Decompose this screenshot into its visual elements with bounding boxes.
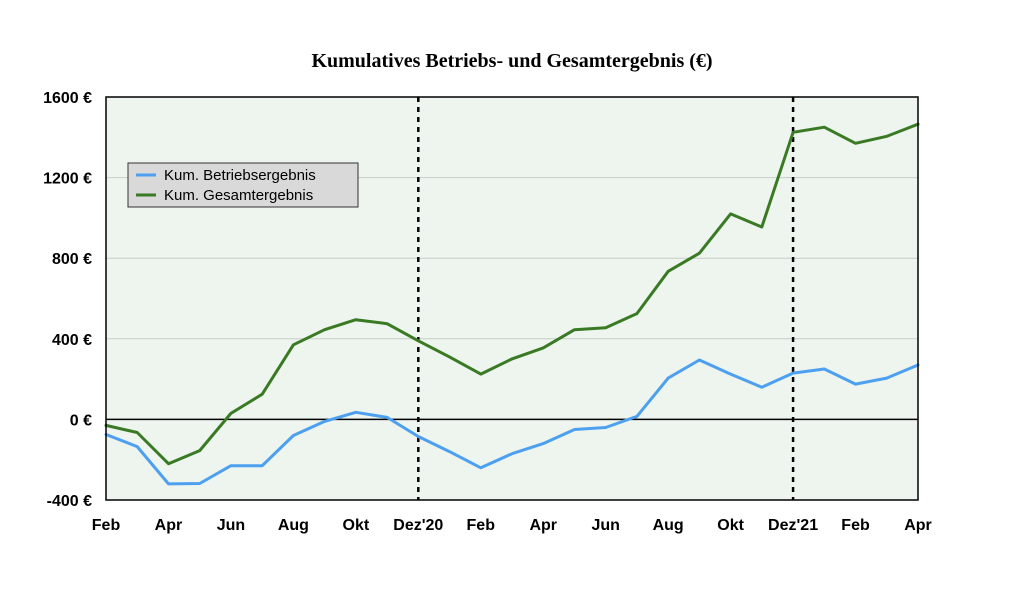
plot-frame [105, 96, 919, 501]
x-tick-label: Feb [92, 517, 121, 534]
legend-label-1: Kum. Gesamtergebnis [164, 187, 313, 204]
y-tick-label: 1200 € [43, 171, 92, 188]
x-tick-label: Apr [529, 517, 557, 534]
x-tick-label: Dez'20 [393, 517, 443, 534]
series-line-0 [104, 358, 920, 486]
x-tick-label: Jun [591, 517, 619, 534]
y-tick-label: -400 € [47, 493, 92, 510]
x-tick-label: Apr [155, 517, 183, 534]
x-tick-label: Feb [467, 517, 496, 534]
y-tick-label: 1600 € [43, 90, 92, 107]
x-tick-label: Jun [217, 517, 245, 534]
plot-area [106, 97, 918, 500]
chart-title: Kumulatives Betriebs- und Gesamtergebnis… [311, 50, 713, 72]
series-line-1 [104, 122, 920, 466]
x-tick-label: Aug [653, 517, 684, 534]
x-tick-label: Aug [278, 517, 309, 534]
x-tick-label: Okt [343, 517, 370, 534]
y-tick-label: 400 € [52, 332, 92, 349]
legend-box [127, 162, 359, 208]
x-tick-label: Okt [717, 517, 744, 534]
x-tick-label: Apr [904, 517, 932, 534]
legend-label-0: Kum. Betriebsergebnis [164, 167, 316, 184]
x-tick-label: Feb [841, 517, 870, 534]
x-tick-label: Dez'21 [768, 517, 818, 534]
y-tick-label: 0 € [70, 412, 92, 429]
y-tick-label: 800 € [52, 251, 92, 268]
